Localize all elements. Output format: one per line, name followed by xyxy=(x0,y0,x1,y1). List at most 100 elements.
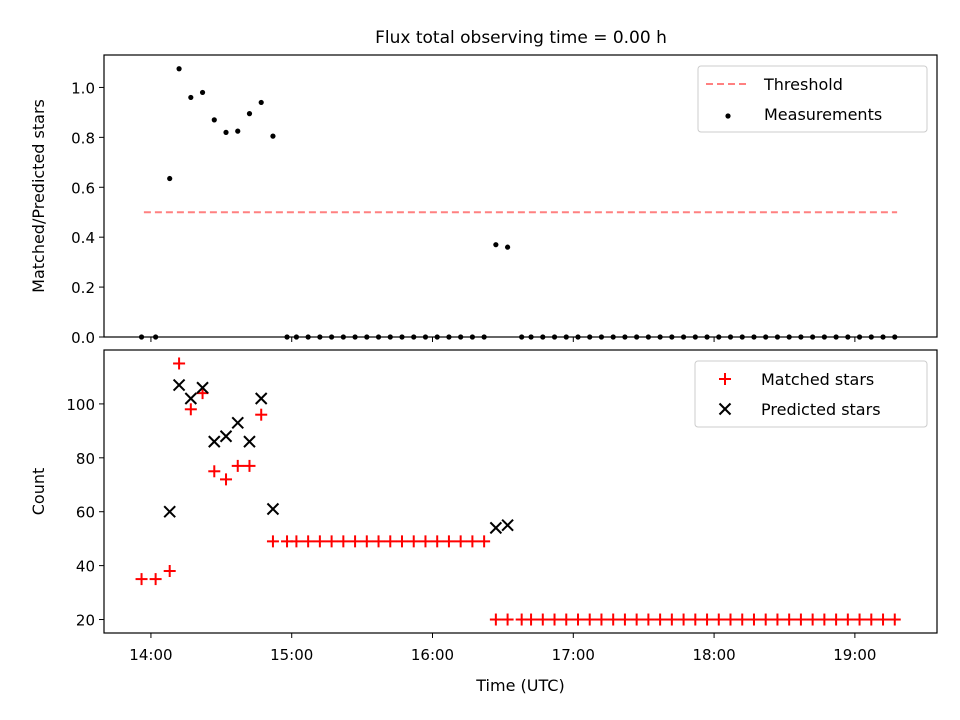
matched-marker xyxy=(419,535,432,548)
predicted-marker xyxy=(266,502,280,516)
matched-marker xyxy=(325,535,338,548)
legend-box xyxy=(697,65,928,133)
matched-marker xyxy=(853,613,866,626)
measurement-point xyxy=(493,242,499,248)
legend: Threshold Measurements xyxy=(697,65,928,133)
matched-marker xyxy=(806,613,819,626)
matched-marker xyxy=(431,535,444,548)
matched-marker xyxy=(771,613,784,626)
matched-marker xyxy=(665,613,678,626)
plot-frame xyxy=(103,349,938,634)
legend: Matched stars Predicted stars xyxy=(694,360,928,428)
y-tick-label: 20 xyxy=(76,612,95,630)
matched-marker xyxy=(349,535,362,548)
legend-label: Threshold xyxy=(763,75,843,94)
matched-marker xyxy=(888,613,901,626)
measurement-point xyxy=(199,89,206,96)
measurement-point xyxy=(504,244,511,250)
y-tick-label: 1.0 xyxy=(71,79,95,97)
matched-marker xyxy=(571,613,584,626)
matched-marker xyxy=(313,535,326,548)
legend-label: Measurements xyxy=(764,105,882,124)
matched-marker xyxy=(478,535,491,548)
matched-marker xyxy=(560,613,573,626)
matched-marker xyxy=(865,613,878,626)
matched-marker xyxy=(442,535,455,548)
top-panel: 0.0 0.2 0.4 0.6 0.8 1.0 Matched/Predicted star… xyxy=(29,54,938,347)
matched-marker xyxy=(149,573,162,586)
matched-marker xyxy=(689,613,702,626)
measurement-point xyxy=(176,66,182,72)
predicted-marker xyxy=(501,518,514,532)
matched-marker xyxy=(525,613,538,626)
y-tick-label: 0.6 xyxy=(71,179,95,197)
matched-marker xyxy=(302,535,315,548)
y-tick-label: 0.2 xyxy=(71,279,95,297)
x-tick-label: 14:00 xyxy=(129,646,172,664)
measurement-point xyxy=(246,111,253,117)
measurement-point xyxy=(223,129,229,135)
series-predicted-stars xyxy=(163,378,514,535)
matched-marker xyxy=(231,459,244,472)
x-tick-label: 18:00 xyxy=(692,646,735,664)
matched-marker xyxy=(384,535,397,548)
y-tick-label: 80 xyxy=(76,450,95,468)
chart-title: Flux total observing time = 0.00 h xyxy=(375,28,667,48)
predicted-marker xyxy=(219,430,233,443)
measurement-point xyxy=(167,175,173,182)
matched-marker xyxy=(583,613,596,626)
matched-marker xyxy=(818,613,831,626)
matched-marker xyxy=(830,613,843,626)
y-axis-label: Matched/Predicted stars xyxy=(29,99,48,293)
matched-marker xyxy=(783,613,796,626)
legend-label: Predicted stars xyxy=(761,400,881,419)
predicted-marker xyxy=(489,521,503,535)
x-tick-label: 17:00 xyxy=(552,646,595,664)
predicted-marker xyxy=(172,378,186,392)
predicted-marker xyxy=(231,416,244,429)
matched-marker xyxy=(135,573,148,586)
matched-marker xyxy=(243,459,256,472)
x-tick-label: 19:00 xyxy=(833,646,876,664)
matched-marker xyxy=(630,613,643,626)
predicted-marker xyxy=(184,392,198,405)
y-tick-label: 100 xyxy=(66,396,95,414)
legend-box xyxy=(694,360,928,428)
matched-marker xyxy=(337,535,350,548)
matched-marker xyxy=(163,565,176,578)
matched-marker xyxy=(454,535,467,548)
matched-marker xyxy=(407,535,420,548)
matched-marker xyxy=(396,535,409,548)
y-axis-label: Count xyxy=(29,468,48,516)
measurement-point xyxy=(270,133,276,139)
matched-marker xyxy=(220,473,233,486)
matched-marker xyxy=(290,535,303,548)
matched-marker xyxy=(607,613,620,626)
x-tick-label: 15:00 xyxy=(270,646,313,664)
measurement-point xyxy=(258,99,264,106)
matched-marker xyxy=(677,613,690,626)
matched-marker xyxy=(184,403,197,416)
matched-marker xyxy=(736,613,749,626)
matched-marker xyxy=(266,535,279,548)
matched-marker xyxy=(759,613,772,626)
matched-marker xyxy=(372,535,385,548)
matched-marker xyxy=(208,465,221,478)
predicted-marker xyxy=(163,505,176,518)
measurement-point xyxy=(188,94,194,101)
y-tick-label: 0.8 xyxy=(71,129,95,147)
measurement-point xyxy=(211,117,217,123)
matched-marker xyxy=(618,613,631,626)
y-tick-label: 0.4 xyxy=(71,229,95,247)
matched-marker xyxy=(255,408,268,421)
plot-frame xyxy=(103,54,938,338)
x-tick-label: 16:00 xyxy=(411,646,454,664)
matched-marker xyxy=(548,613,561,626)
matched-marker xyxy=(466,535,479,548)
y-tick-label: 0.0 xyxy=(71,329,95,347)
matched-marker xyxy=(173,357,186,370)
predicted-marker xyxy=(243,435,256,448)
legend-matched-icon xyxy=(719,373,731,385)
matched-marker xyxy=(536,613,549,626)
matched-marker xyxy=(877,613,890,626)
